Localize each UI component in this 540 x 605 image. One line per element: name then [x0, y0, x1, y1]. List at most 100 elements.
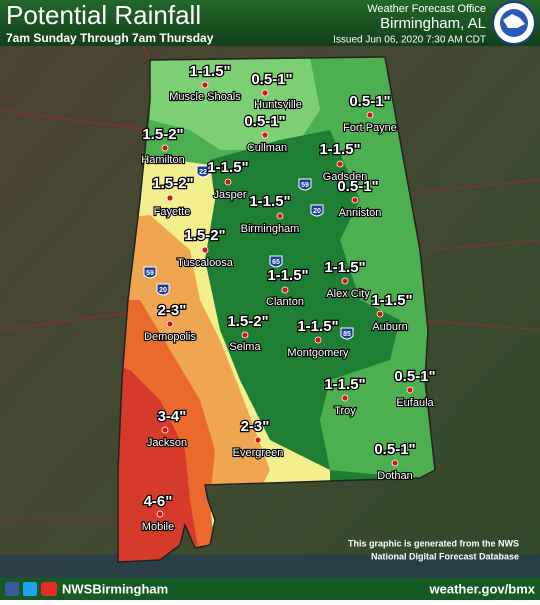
city-dot	[391, 459, 399, 467]
interstate-number: 22	[199, 169, 207, 176]
city-dot	[161, 144, 169, 152]
rain-amount: 1-1.5"	[371, 292, 412, 309]
city-name: Selma	[229, 341, 261, 353]
rain-amount: 1-1.5"	[324, 376, 365, 393]
twitter-icon[interactable]	[23, 582, 37, 596]
note-line: This graphic is generated from the NWS	[348, 538, 519, 548]
city-dot	[351, 196, 359, 204]
interstate-number: 65	[272, 259, 280, 266]
rain-amount: 1.5-2"	[227, 313, 268, 330]
city-name: Fayette	[154, 206, 191, 218]
rain-amount: 0.5-1"	[349, 93, 390, 110]
city-dot	[166, 194, 174, 202]
city-dot	[201, 246, 209, 254]
social-handle[interactable]: NWSBirmingham	[62, 581, 168, 596]
rainfall-zones	[118, 57, 435, 562]
city-name: Jackson	[147, 437, 187, 449]
rain-amount: 1.5-2"	[152, 175, 193, 192]
rain-amount: 0.5-1"	[244, 113, 285, 130]
city-name: Demopolis	[144, 331, 196, 343]
interstate-number: 85	[343, 331, 351, 338]
city-name: Birmingham	[241, 223, 300, 235]
interstate-shield	[143, 266, 157, 279]
rain-amount: 1-1.5"	[324, 259, 365, 276]
rain-amount: 0.5-1"	[374, 441, 415, 458]
city-name: Alex City	[326, 288, 370, 300]
rain-amount: 1-1.5"	[319, 141, 360, 158]
city-dot	[341, 277, 349, 285]
city-name: Gadsden	[323, 171, 368, 183]
city-labels: 1-1.5"Muscle Shoals0.5-1"Huntsville0.5-1…	[140, 62, 437, 534]
city-dot	[376, 310, 384, 318]
interstate-shield	[340, 327, 354, 340]
city-name: Mobile	[142, 521, 174, 533]
location: Birmingham, AL	[380, 15, 486, 32]
rain-amount: 4-6"	[144, 493, 173, 510]
rain-amount: 1-1.5"	[207, 159, 248, 176]
city-dot	[261, 89, 269, 97]
header-band	[0, 0, 540, 46]
footer-band	[0, 578, 540, 600]
city-name: Auburn	[372, 321, 407, 333]
interstates: 22 59 20 65 59 20 85	[143, 165, 354, 340]
facebook-icon[interactable]	[5, 582, 19, 596]
interstate-number: 20	[159, 287, 167, 294]
city-name: Muscle Shoals	[169, 91, 241, 103]
city-dot	[341, 394, 349, 402]
rain-amount: 2-3"	[241, 418, 270, 435]
office: Weather Forecast Office	[367, 3, 486, 15]
rain-amount: 0.5-1"	[337, 178, 378, 195]
city-dot	[336, 160, 344, 168]
rain-amount: 0.5-1"	[394, 368, 435, 385]
city-dot	[156, 510, 164, 518]
rain-amount: 1-1.5"	[189, 63, 230, 80]
city-name: Jasper	[213, 189, 246, 201]
city-dot	[314, 336, 322, 344]
city-name: Eufaula	[396, 397, 434, 409]
issued: Issued Jun 06, 2020 7:30 AM CDT	[333, 35, 486, 46]
city-name: Troy	[334, 405, 356, 417]
rain-amount: 1-1.5"	[297, 318, 338, 335]
rain-amount: 1-1.5"	[249, 193, 290, 210]
rain-amount: 1.5-2"	[184, 227, 225, 244]
interstate-shield	[156, 283, 170, 296]
youtube-icon[interactable]	[41, 582, 57, 596]
city-dot	[261, 131, 269, 139]
city-dot	[406, 386, 414, 394]
interstate-number: 20	[313, 208, 321, 215]
city-dot	[241, 331, 249, 339]
interstate-shield	[298, 178, 312, 191]
rain-amount: 3-4"	[158, 408, 187, 425]
gulf	[0, 555, 540, 580]
interstate-number: 59	[146, 270, 154, 277]
interstate-shield	[269, 255, 283, 268]
city-dot	[166, 320, 174, 328]
state-border	[117, 56, 436, 563]
interstate-shield	[310, 204, 324, 217]
city-name: Clanton	[266, 296, 304, 308]
city-name: Evergreen	[233, 447, 284, 459]
subtitle: 7am Sunday Through 7am Thursday	[6, 31, 214, 45]
city-name: Anniston	[339, 207, 382, 219]
city-name: Cullman	[247, 142, 287, 154]
note-line: National Digital Forecast Database	[371, 551, 519, 561]
city-dot	[254, 436, 262, 444]
interstate-number: 59	[301, 182, 309, 189]
city-dot	[366, 111, 374, 119]
rain-amount: 0.5-1"	[251, 71, 292, 88]
city-name: Tuscaloosa	[177, 257, 234, 269]
city-dot	[276, 212, 284, 220]
rain-amount: 2-3"	[158, 302, 187, 319]
city-name: Huntsville	[254, 99, 302, 111]
rain-amount: 1.5-2"	[142, 126, 183, 143]
city-dot	[281, 286, 289, 294]
city-name: Fort Payne	[343, 122, 397, 134]
rain-amount: 1-1.5"	[267, 267, 308, 284]
city-name: Hamilton	[141, 154, 184, 166]
city-dot	[224, 178, 232, 186]
city-dot	[201, 81, 209, 89]
website[interactable]: weather.gov/bmx	[429, 581, 536, 596]
title: Potential Rainfall	[6, 0, 201, 30]
nws-logo-cloud	[503, 14, 525, 28]
